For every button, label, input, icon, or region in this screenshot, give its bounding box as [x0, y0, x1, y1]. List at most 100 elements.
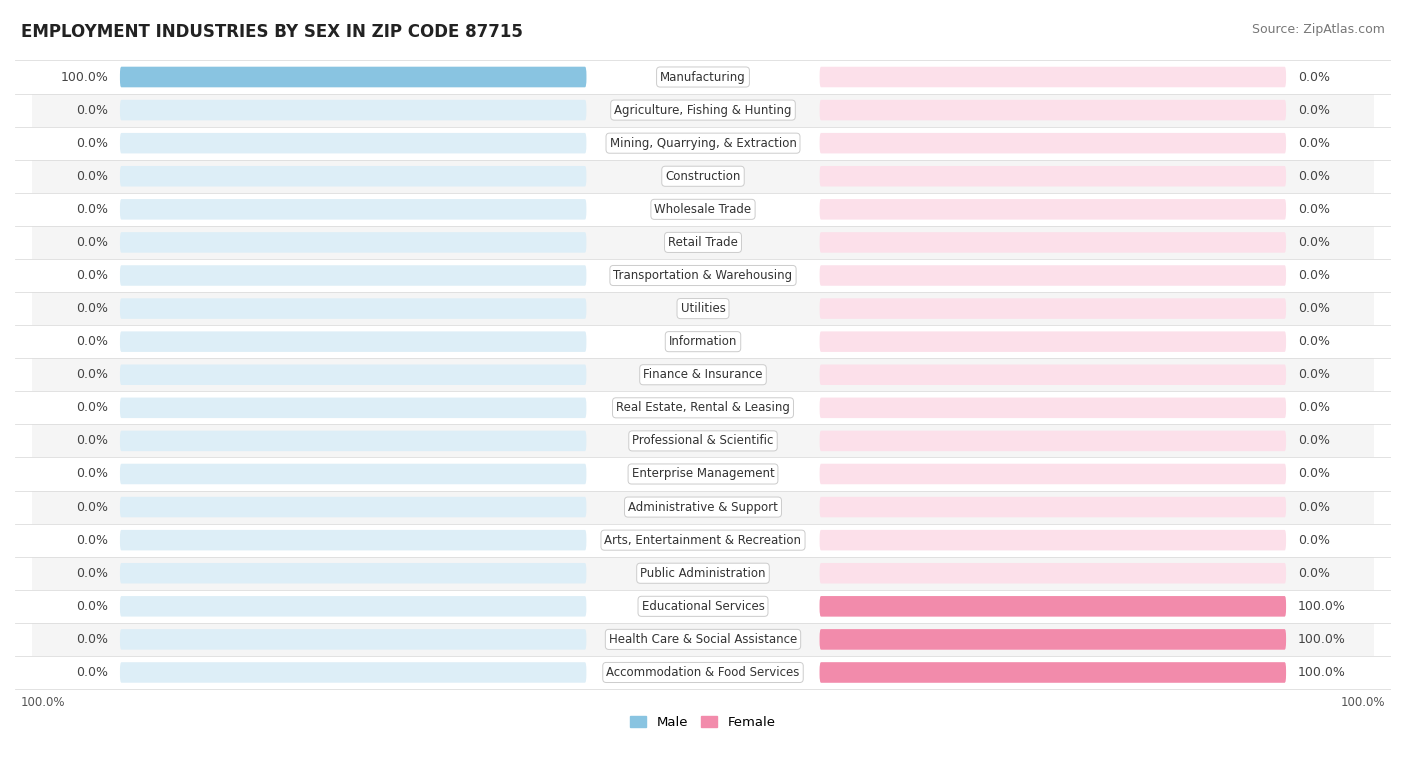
FancyBboxPatch shape: [120, 166, 586, 186]
Text: Information: Information: [669, 335, 737, 348]
Text: 0.0%: 0.0%: [1298, 434, 1330, 448]
FancyBboxPatch shape: [32, 490, 1374, 524]
FancyBboxPatch shape: [120, 629, 586, 650]
Text: 0.0%: 0.0%: [76, 434, 108, 448]
Text: 0.0%: 0.0%: [76, 402, 108, 414]
Text: 100.0%: 100.0%: [1298, 600, 1346, 613]
Text: Agriculture, Fishing & Hunting: Agriculture, Fishing & Hunting: [614, 103, 792, 117]
Text: 0.0%: 0.0%: [1298, 368, 1330, 382]
FancyBboxPatch shape: [32, 590, 1374, 623]
FancyBboxPatch shape: [32, 358, 1374, 392]
FancyBboxPatch shape: [820, 629, 1286, 650]
Text: 0.0%: 0.0%: [1298, 335, 1330, 348]
FancyBboxPatch shape: [820, 265, 1286, 286]
Text: 100.0%: 100.0%: [21, 695, 65, 709]
Text: Mining, Quarrying, & Extraction: Mining, Quarrying, & Extraction: [610, 137, 796, 150]
FancyBboxPatch shape: [120, 430, 586, 451]
FancyBboxPatch shape: [120, 298, 586, 319]
FancyBboxPatch shape: [32, 325, 1374, 358]
Text: 0.0%: 0.0%: [1298, 500, 1330, 514]
FancyBboxPatch shape: [820, 464, 1286, 484]
FancyBboxPatch shape: [32, 61, 1374, 93]
FancyBboxPatch shape: [820, 199, 1286, 220]
Text: Health Care & Social Assistance: Health Care & Social Assistance: [609, 633, 797, 646]
Text: 0.0%: 0.0%: [76, 169, 108, 183]
Text: Manufacturing: Manufacturing: [661, 71, 745, 83]
FancyBboxPatch shape: [820, 398, 1286, 418]
FancyBboxPatch shape: [32, 93, 1374, 127]
Text: 0.0%: 0.0%: [76, 203, 108, 216]
Text: 0.0%: 0.0%: [76, 137, 108, 150]
FancyBboxPatch shape: [120, 332, 586, 352]
Text: 0.0%: 0.0%: [76, 103, 108, 117]
FancyBboxPatch shape: [120, 133, 586, 153]
Text: 0.0%: 0.0%: [1298, 137, 1330, 150]
Text: 0.0%: 0.0%: [76, 335, 108, 348]
Text: 0.0%: 0.0%: [1298, 269, 1330, 282]
FancyBboxPatch shape: [820, 563, 1286, 584]
FancyBboxPatch shape: [820, 497, 1286, 517]
Text: Wholesale Trade: Wholesale Trade: [654, 203, 752, 216]
FancyBboxPatch shape: [820, 133, 1286, 153]
FancyBboxPatch shape: [120, 199, 586, 220]
Text: 0.0%: 0.0%: [1298, 302, 1330, 315]
Text: 0.0%: 0.0%: [1298, 534, 1330, 547]
Text: Source: ZipAtlas.com: Source: ZipAtlas.com: [1251, 23, 1385, 37]
FancyBboxPatch shape: [32, 392, 1374, 424]
Text: Arts, Entertainment & Recreation: Arts, Entertainment & Recreation: [605, 534, 801, 547]
Text: 0.0%: 0.0%: [76, 534, 108, 547]
FancyBboxPatch shape: [820, 364, 1286, 385]
Text: Utilities: Utilities: [681, 302, 725, 315]
FancyBboxPatch shape: [32, 458, 1374, 490]
FancyBboxPatch shape: [120, 662, 586, 683]
FancyBboxPatch shape: [820, 596, 1286, 617]
FancyBboxPatch shape: [32, 524, 1374, 556]
Text: 0.0%: 0.0%: [1298, 566, 1330, 580]
Text: 0.0%: 0.0%: [76, 666, 108, 679]
Text: Transportation & Warehousing: Transportation & Warehousing: [613, 269, 793, 282]
FancyBboxPatch shape: [32, 292, 1374, 325]
Text: 0.0%: 0.0%: [76, 468, 108, 480]
FancyBboxPatch shape: [120, 67, 586, 87]
Text: 0.0%: 0.0%: [76, 269, 108, 282]
FancyBboxPatch shape: [32, 127, 1374, 160]
Legend: Male, Female: Male, Female: [626, 710, 780, 734]
FancyBboxPatch shape: [820, 332, 1286, 352]
FancyBboxPatch shape: [120, 530, 586, 550]
Text: 0.0%: 0.0%: [76, 368, 108, 382]
FancyBboxPatch shape: [820, 430, 1286, 451]
FancyBboxPatch shape: [120, 464, 586, 484]
Text: EMPLOYMENT INDUSTRIES BY SEX IN ZIP CODE 87715: EMPLOYMENT INDUSTRIES BY SEX IN ZIP CODE…: [21, 23, 523, 41]
FancyBboxPatch shape: [120, 265, 586, 286]
Text: 0.0%: 0.0%: [76, 633, 108, 646]
FancyBboxPatch shape: [120, 497, 586, 517]
Text: Administrative & Support: Administrative & Support: [628, 500, 778, 514]
FancyBboxPatch shape: [32, 193, 1374, 226]
FancyBboxPatch shape: [820, 662, 1286, 683]
Text: Finance & Insurance: Finance & Insurance: [644, 368, 762, 382]
FancyBboxPatch shape: [32, 623, 1374, 656]
Text: Real Estate, Rental & Leasing: Real Estate, Rental & Leasing: [616, 402, 790, 414]
Text: 0.0%: 0.0%: [76, 302, 108, 315]
Text: 0.0%: 0.0%: [1298, 203, 1330, 216]
Text: 0.0%: 0.0%: [1298, 169, 1330, 183]
FancyBboxPatch shape: [32, 226, 1374, 259]
Text: Enterprise Management: Enterprise Management: [631, 468, 775, 480]
Text: 0.0%: 0.0%: [76, 236, 108, 249]
Text: 0.0%: 0.0%: [1298, 236, 1330, 249]
Text: Educational Services: Educational Services: [641, 600, 765, 613]
FancyBboxPatch shape: [32, 259, 1374, 292]
Text: 100.0%: 100.0%: [1298, 633, 1346, 646]
FancyBboxPatch shape: [820, 298, 1286, 319]
Text: 0.0%: 0.0%: [76, 566, 108, 580]
FancyBboxPatch shape: [820, 166, 1286, 186]
FancyBboxPatch shape: [120, 67, 586, 87]
Text: 100.0%: 100.0%: [60, 71, 108, 83]
Text: 100.0%: 100.0%: [1341, 695, 1385, 709]
FancyBboxPatch shape: [820, 232, 1286, 253]
Text: Accommodation & Food Services: Accommodation & Food Services: [606, 666, 800, 679]
FancyBboxPatch shape: [32, 656, 1374, 689]
FancyBboxPatch shape: [820, 596, 1286, 617]
Text: 0.0%: 0.0%: [76, 500, 108, 514]
FancyBboxPatch shape: [120, 232, 586, 253]
